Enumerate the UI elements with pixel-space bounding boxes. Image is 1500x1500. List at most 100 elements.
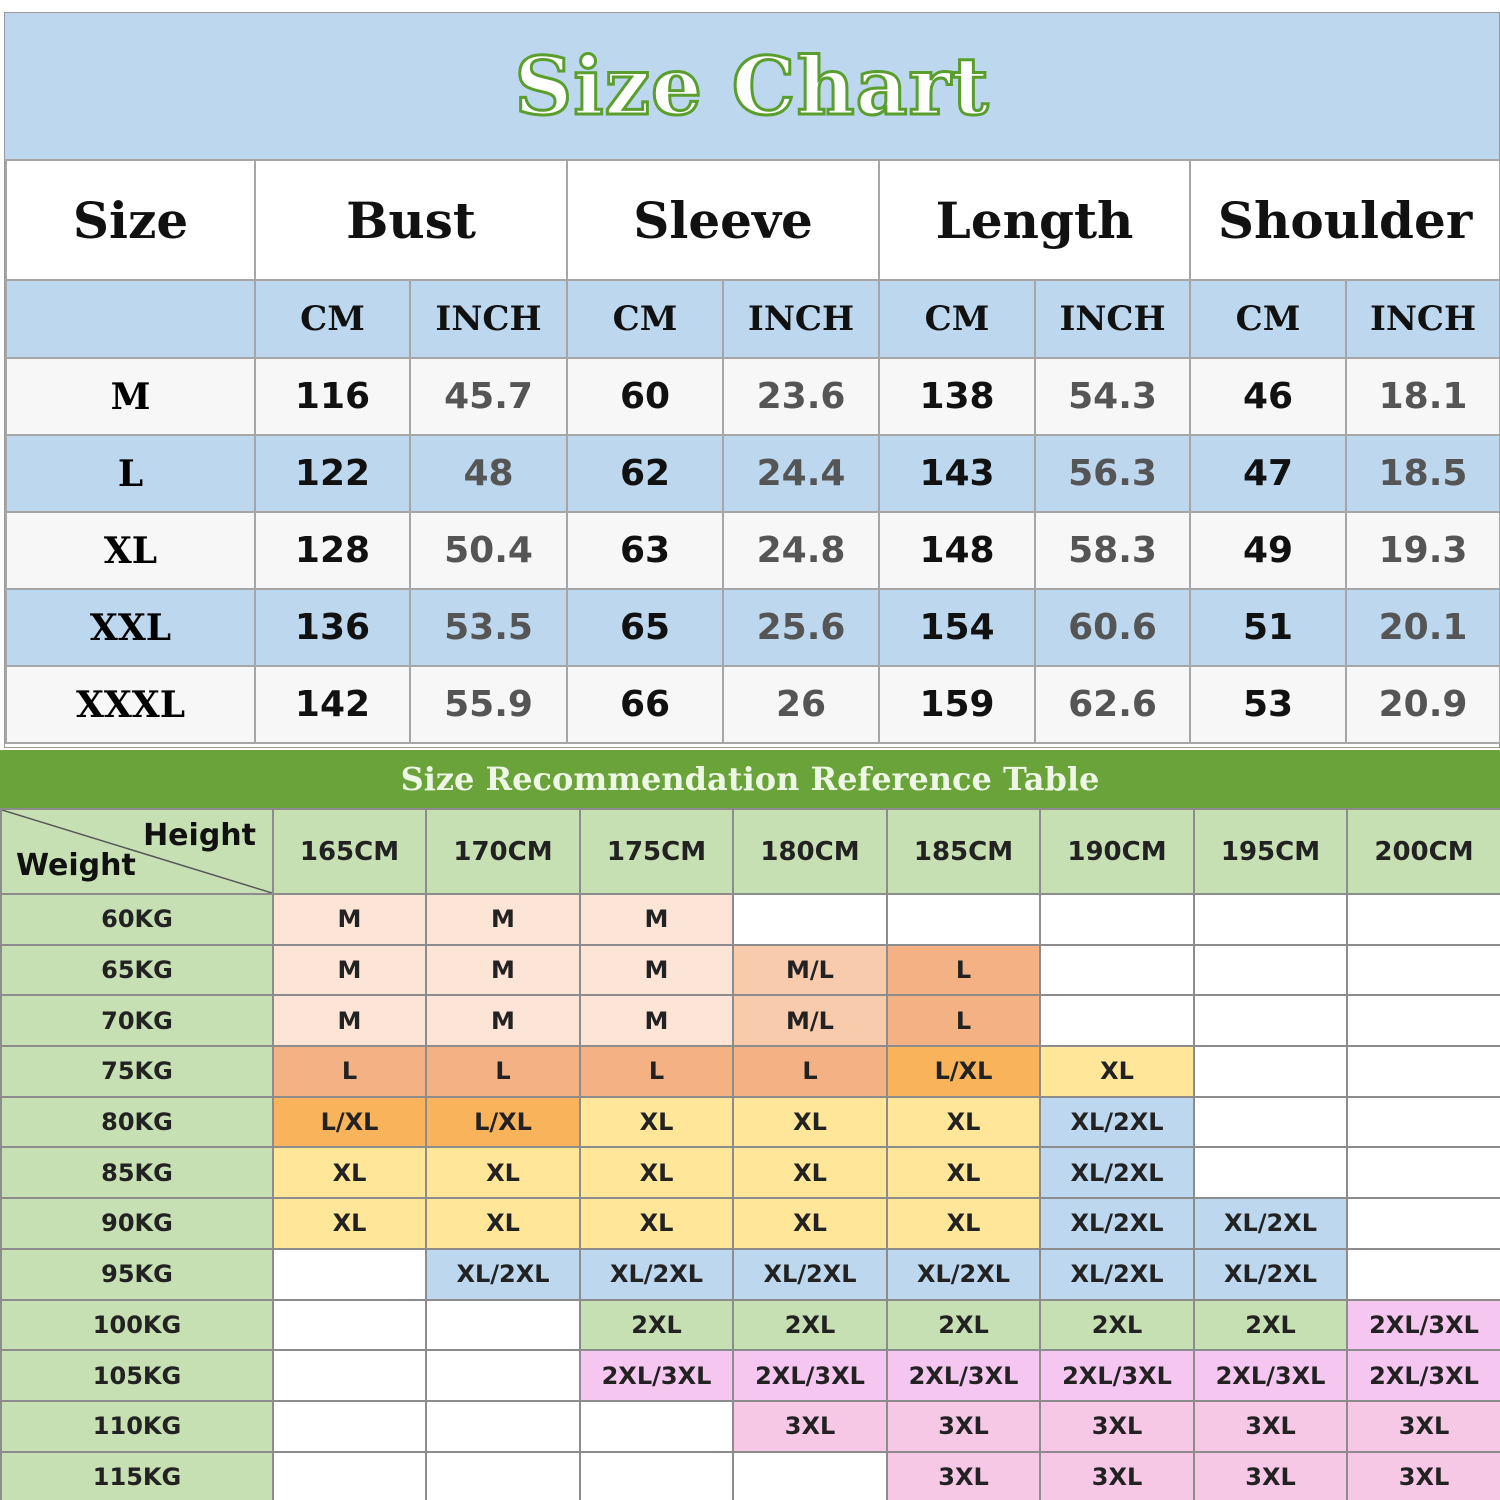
inch-value-cell: 56.3	[1034, 434, 1192, 513]
size-recommendation-cell: 3XL	[886, 1450, 1041, 1500]
weight-row: 115KG 3XL 3XL 3XL 3XL	[0, 1450, 1500, 1500]
inch-value-cell: 58.3	[1034, 511, 1192, 590]
inch-value-cell: 54.3	[1034, 357, 1192, 436]
cm-value-cell: 49	[1189, 511, 1348, 590]
recommendation-table: Height Weight 165CM 170CM 175CM 180CM 185CM 1…	[0, 808, 1500, 1500]
weight-row: 100KG 2XL 2XL 2XL 2XL 2XL 2XL/3XL	[0, 1298, 1500, 1352]
cm-value-cell: 128	[254, 511, 411, 590]
size-recommendation-cell: XL/2XL	[1193, 1247, 1348, 1301]
size-recommendation-cell: M/L	[732, 994, 888, 1048]
cm-value-cell: 143	[878, 434, 1037, 513]
size-recommendation-cell: XL	[425, 1197, 581, 1250]
header-length: Length	[878, 159, 1192, 281]
size-recommendation-cell	[1346, 1045, 1500, 1098]
size-recommendation-cell	[425, 1450, 581, 1500]
header-size: Size	[5, 159, 256, 281]
height-header-cell: 180CM	[732, 808, 888, 895]
size-recommendation-cell	[1193, 893, 1348, 946]
size-recommendation-cell	[425, 1399, 581, 1453]
size-recommendation-cell	[425, 1349, 581, 1402]
size-recommendation-cell: L	[886, 943, 1041, 997]
inch-value-cell: 50.4	[408, 511, 569, 590]
size-recommendation-cell: M	[425, 943, 581, 997]
size-recommendation-cell	[1346, 893, 1500, 946]
inch-value-cell: 24.4	[722, 434, 881, 513]
size-recommendation-cell: 2XL	[732, 1298, 888, 1352]
height-header-cell: 175CM	[579, 808, 734, 895]
size-recommendation-cell: XL/2XL	[732, 1247, 888, 1301]
size-recommendation-cell: 2XL/3XL	[732, 1349, 888, 1402]
inch-value-cell: 60.6	[1034, 588, 1192, 667]
cm-value-cell: 159	[878, 665, 1037, 744]
unit-label: CM	[254, 279, 411, 359]
inch-value-cell: 20.9	[1345, 665, 1500, 744]
size-recommendation-cell: XL	[579, 1146, 734, 1200]
size-recommendation-cell	[1039, 893, 1195, 946]
size-recommendation-cell	[1193, 1146, 1348, 1200]
weight-label-cell: 60KG	[0, 893, 274, 946]
size-chart: Size Chart Size Bust Sleeve Length Shoul…	[4, 12, 1500, 748]
weight-label-cell: 85KG	[0, 1146, 274, 1200]
weight-row: 60KG M M M	[0, 893, 1500, 946]
recommendation-header-row: Height Weight 165CM 170CM 175CM 180CM 185CM 1…	[0, 808, 1500, 895]
inch-value-cell: 20.1	[1345, 588, 1500, 667]
inch-value-cell: 18.5	[1345, 434, 1500, 513]
size-row: L 122 48 62 24.4 143 56.3 47 18.5	[5, 434, 1500, 513]
size-chart-body: M 116 45.7 60 23.6 138 54.3 46 18.1 L 122 48 62 24.4 1…	[5, 357, 1500, 744]
size-recommendation-cell: XL	[886, 1197, 1041, 1250]
cm-value-cell: 148	[878, 511, 1037, 590]
corner-cell: Height Weight	[0, 808, 274, 895]
size-recommendation-cell: M	[272, 943, 427, 997]
weight-row: 80KG L/XL L/XL XL XL XL XL/2XL	[0, 1095, 1500, 1149]
size-recommendation-cell: M	[425, 893, 581, 946]
size-recommendation-cell: 3XL	[1193, 1450, 1348, 1500]
unit-label: CM	[566, 279, 725, 359]
weight-label-cell: 110KG	[0, 1399, 274, 1453]
cm-value-cell: 63	[566, 511, 725, 590]
size-recommendation-cell: L/XL	[886, 1045, 1041, 1098]
size-recommendation-cell: 2XL/3XL	[1346, 1298, 1500, 1352]
cm-value-cell: 60	[566, 357, 725, 436]
inch-value-cell: 62.6	[1034, 665, 1192, 744]
size-recommendation-cell: XL	[1039, 1045, 1195, 1098]
size-recommendation-cell: XL	[886, 1146, 1041, 1200]
height-header-cell: 170CM	[425, 808, 581, 895]
size-recommendation-cell: M/L	[732, 943, 888, 997]
size-recommendation-cell: L	[425, 1045, 581, 1098]
inch-value-cell: 53.5	[408, 588, 569, 667]
size-recommendation-cell: XL	[886, 1095, 1041, 1149]
size-recommendation-cell	[1193, 1095, 1348, 1149]
size-recommendation-cell	[732, 1450, 888, 1500]
height-header-cell: 200CM	[1346, 808, 1500, 895]
size-recommendation-cell: 3XL	[1039, 1399, 1195, 1453]
size-recommendation-cell	[272, 1349, 427, 1402]
size-recommendation-cell	[272, 1450, 427, 1500]
inch-value-cell: 55.9	[408, 665, 569, 744]
size-recommendation-cell	[579, 1399, 734, 1453]
weight-row: 75KG L L L L L/XL XL	[0, 1045, 1500, 1098]
size-chart-title: Size Chart	[513, 38, 990, 135]
weight-row: 70KG M M M M/L L	[0, 994, 1500, 1048]
cm-value-cell: 46	[1189, 357, 1348, 436]
size-recommendation-cell: XL/2XL	[886, 1247, 1041, 1301]
height-header-cell: 165CM	[272, 808, 427, 895]
unit-label: INCH	[408, 279, 569, 359]
size-recommendation-cell	[1039, 994, 1195, 1048]
cm-value-cell: 116	[254, 357, 411, 436]
size-name-cell: L	[5, 434, 256, 513]
size-recommendation-cell: XL/2XL	[1039, 1247, 1195, 1301]
size-recommendation-cell: M	[579, 893, 734, 946]
weight-label-cell: 80KG	[0, 1095, 274, 1149]
inch-value-cell: 18.1	[1345, 357, 1500, 436]
size-recommendation-cell: 3XL	[1039, 1450, 1195, 1500]
size-chart-unit-row: CM INCH CM INCH CM INCH CM INCH	[5, 279, 1500, 359]
size-recommendation-cell	[886, 893, 1041, 946]
diagonal-divider	[2, 810, 272, 893]
size-recommendation-cell: L	[732, 1045, 888, 1098]
size-recommendation-cell: XL	[579, 1197, 734, 1250]
height-header-cell: 190CM	[1039, 808, 1195, 895]
height-header-cell: 195CM	[1193, 808, 1348, 895]
cm-value-cell: 154	[878, 588, 1037, 667]
cm-value-cell: 47	[1189, 434, 1348, 513]
size-recommendation-cell: XL	[272, 1197, 427, 1250]
